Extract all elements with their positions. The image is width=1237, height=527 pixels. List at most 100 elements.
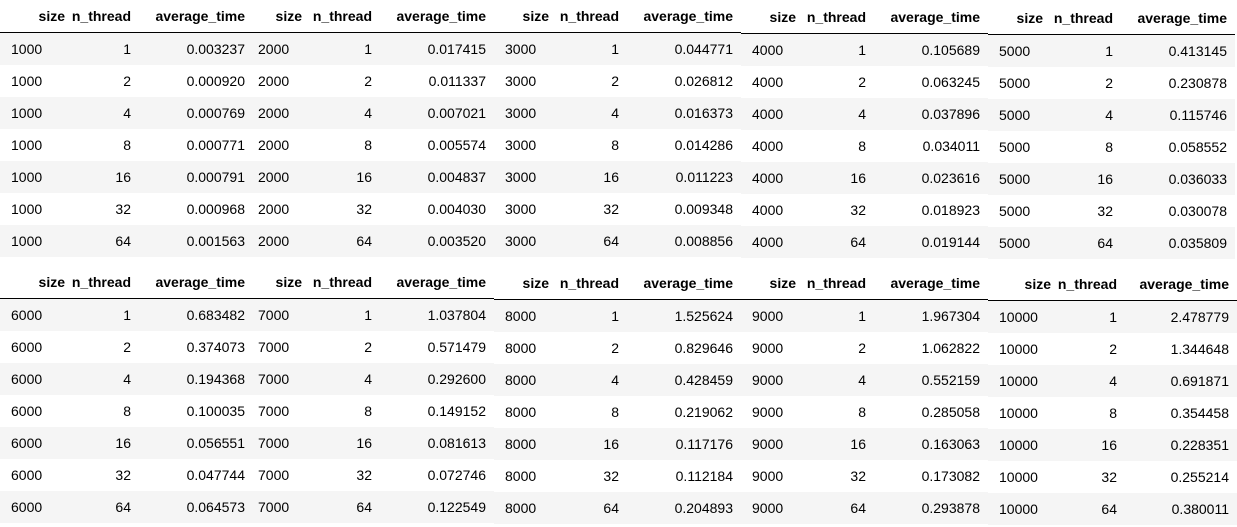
table-row: 2000 4 0.007021 xyxy=(247,97,494,129)
n-thread-cell: 16 xyxy=(549,161,619,193)
n-thread-cell: 16 xyxy=(796,162,866,194)
header-row: size n_thread average_time xyxy=(741,267,988,300)
size-cell: 6000 xyxy=(0,427,65,459)
n-thread-cell: 1 xyxy=(302,32,372,65)
n-thread-cell: 64 xyxy=(549,492,619,524)
average-time-cell: 0.829646 xyxy=(619,332,741,364)
size-header: size xyxy=(247,0,302,33)
average-time-cell: 1.037804 xyxy=(372,298,494,331)
results-table: size n_thread average_time 5000 1 0.413145 500… xyxy=(988,2,1235,259)
average-time-cell: 0.552159 xyxy=(866,364,988,396)
size-cell: 7000 xyxy=(247,459,302,491)
table-row: 5000 16 0.036033 xyxy=(988,163,1235,195)
average-time-cell: 0.003520 xyxy=(372,225,494,257)
n-thread-cell: 64 xyxy=(1043,227,1113,259)
size-cell: 9000 xyxy=(741,428,796,460)
table-row: 9000 4 0.552159 xyxy=(741,364,988,396)
table-row: 5000 4 0.115746 xyxy=(988,99,1235,131)
average-time-cell: 0.000791 xyxy=(131,161,253,193)
table-row: 3000 64 0.008856 xyxy=(494,225,741,257)
average-time-cell: 0.428459 xyxy=(619,364,741,396)
size-cell: 1000 xyxy=(0,193,65,225)
n-thread-cell: 32 xyxy=(796,194,866,226)
average-time-cell: 0.011223 xyxy=(619,161,741,193)
table-row: 7000 8 0.149152 xyxy=(247,395,494,427)
size-cell: 1000 xyxy=(0,32,65,65)
n-thread-cell: 16 xyxy=(302,161,372,193)
header-row: size n_thread average_time xyxy=(988,2,1235,35)
average-time-cell: 0.292600 xyxy=(372,363,494,395)
size-cell: 10000 xyxy=(988,300,1051,333)
n-thread-cell: 32 xyxy=(1043,195,1113,227)
size-header: size xyxy=(741,1,796,34)
n-thread-cell: 8 xyxy=(302,129,372,161)
size-header: size xyxy=(988,2,1043,35)
average-time-cell: 0.008856 xyxy=(619,225,741,257)
average-time-cell: 1.967304 xyxy=(866,299,988,332)
size-cell: 7000 xyxy=(247,331,302,363)
results-table: size n_thread average_time 2000 1 0.017415 200… xyxy=(247,0,494,257)
table-row: 3000 2 0.026812 xyxy=(494,65,741,97)
n-thread-cell: 8 xyxy=(1043,131,1113,163)
n-thread-cell: 32 xyxy=(65,459,131,491)
table-row: 6000 8 0.100035 xyxy=(0,395,253,427)
size-cell: 4000 xyxy=(741,33,796,66)
n-thread-cell: 64 xyxy=(796,226,866,258)
n-thread-cell: 32 xyxy=(549,193,619,225)
table-row: 6000 4 0.194368 xyxy=(0,363,253,395)
n-thread-cell: 2 xyxy=(549,65,619,97)
size-cell: 3000 xyxy=(494,129,549,161)
results-table: size n_thread average_time 9000 1 1.967304 900… xyxy=(741,267,988,524)
size-cell: 8000 xyxy=(494,332,549,364)
size-cell: 6000 xyxy=(0,459,65,491)
n-thread-cell: 4 xyxy=(796,364,866,396)
header-row: size n_thread average_time xyxy=(494,267,741,300)
n-thread-cell: 32 xyxy=(302,459,372,491)
size-header: size xyxy=(741,267,796,300)
size-header: size xyxy=(0,266,65,299)
size-cell: 3000 xyxy=(494,97,549,129)
size-cell: 2000 xyxy=(247,65,302,97)
table-row: 1000 16 0.000791 xyxy=(0,161,253,193)
average-time-cell: 0.691871 xyxy=(1117,365,1237,397)
n-thread-header: n_thread xyxy=(302,266,372,299)
size-cell: 7000 xyxy=(247,298,302,331)
size-cell: 6000 xyxy=(0,491,65,523)
average-time-cell: 0.036033 xyxy=(1113,163,1235,195)
average-time-cell: 0.064573 xyxy=(131,491,253,523)
size-cell: 4000 xyxy=(741,98,796,130)
size-cell: 2000 xyxy=(247,161,302,193)
table-row: 3000 1 0.044771 xyxy=(494,32,741,65)
size-cell: 1000 xyxy=(0,225,65,257)
table-row: 3000 8 0.014286 xyxy=(494,129,741,161)
average-time-cell: 0.063245 xyxy=(866,66,988,98)
size-cell: 1000 xyxy=(0,161,65,193)
n-thread-cell: 32 xyxy=(65,193,131,225)
n-thread-cell: 8 xyxy=(549,129,619,161)
n-thread-cell: 8 xyxy=(302,395,372,427)
average-time-header: average_time xyxy=(372,0,494,33)
size-cell: 5000 xyxy=(988,131,1043,163)
size-cell: 6000 xyxy=(0,395,65,427)
average-time-header: average_time xyxy=(131,0,253,33)
table-row: 6000 16 0.056551 xyxy=(0,427,253,459)
n-thread-cell: 16 xyxy=(796,428,866,460)
n-thread-cell: 32 xyxy=(1051,461,1117,493)
size-cell: 2000 xyxy=(247,97,302,129)
size-header: size xyxy=(494,267,549,300)
header-row: size n_thread average_time xyxy=(247,0,494,33)
n-thread-cell: 4 xyxy=(1043,99,1113,131)
size-cell: 2000 xyxy=(247,32,302,65)
average-time-cell: 0.004837 xyxy=(372,161,494,193)
n-thread-cell: 1 xyxy=(1051,300,1117,333)
table-row: 2000 1 0.017415 xyxy=(247,32,494,65)
average-time-cell: 0.122549 xyxy=(372,491,494,523)
average-time-cell: 0.044771 xyxy=(619,32,741,65)
average-time-cell: 0.374073 xyxy=(131,331,253,363)
average-time-header: average_time xyxy=(1117,268,1237,301)
n-thread-cell: 8 xyxy=(796,396,866,428)
size-cell: 9000 xyxy=(741,396,796,428)
n-thread-cell: 8 xyxy=(549,396,619,428)
n-thread-cell: 16 xyxy=(549,428,619,460)
average-time-cell: 0.081613 xyxy=(372,427,494,459)
